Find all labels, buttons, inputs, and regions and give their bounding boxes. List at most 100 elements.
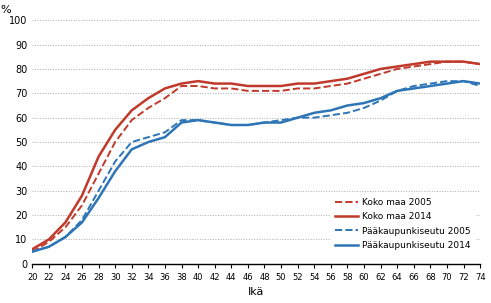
Pääkaupunkiseutu 2005 [444,79,450,83]
Pääkaupunkiseutu 2005 [162,131,168,134]
Koko maa 2014 [461,60,466,63]
Pääkaupunkiseutu 2014 [461,79,466,83]
Koko maa 2005 [112,140,118,144]
Pääkaupunkiseutu 2014 [427,84,433,88]
Pääkaupunkiseutu 2014 [378,96,383,100]
Koko maa 2014 [96,155,102,158]
Pääkaupunkiseutu 2014 [228,123,234,127]
Koko maa 2014 [62,221,68,224]
Pääkaupunkiseutu 2005 [228,123,234,127]
Pääkaupunkiseutu 2014 [79,221,85,224]
Koko maa 2014 [394,65,400,68]
Koko maa 2014 [311,82,317,85]
Koko maa 2014 [179,82,185,85]
Koko maa 2014 [228,82,234,85]
Pääkaupunkiseutu 2014 [411,87,417,90]
Koko maa 2005 [461,60,466,63]
Koko maa 2005 [278,89,284,93]
Pääkaupunkiseutu 2014 [162,135,168,139]
Koko maa 2005 [29,250,35,254]
Pääkaupunkiseutu 2005 [328,113,334,117]
Koko maa 2005 [162,96,168,100]
Pääkaupunkiseutu 2014 [245,123,251,127]
Pääkaupunkiseutu 2014 [311,111,317,115]
Koko maa 2014 [112,128,118,132]
Pääkaupunkiseutu 2005 [345,111,351,115]
Pääkaupunkiseutu 2005 [195,118,201,122]
Koko maa 2005 [378,72,383,76]
Koko maa 2005 [361,77,367,81]
Pääkaupunkiseutu 2014 [96,196,102,200]
Pääkaupunkiseutu 2014 [262,121,268,124]
Koko maa 2005 [179,84,185,88]
Koko maa 2005 [245,89,251,93]
Koko maa 2005 [79,204,85,207]
Pääkaupunkiseutu 2005 [112,160,118,163]
Koko maa 2014 [212,82,218,85]
Koko maa 2005 [46,240,52,244]
Koko maa 2014 [29,248,35,251]
Text: %: % [1,5,11,15]
Koko maa 2005 [212,87,218,90]
Koko maa 2005 [328,84,334,88]
Koko maa 2005 [129,118,135,122]
Pääkaupunkiseutu 2005 [46,245,52,249]
Koko maa 2005 [96,172,102,175]
Koko maa 2014 [427,60,433,63]
Pääkaupunkiseutu 2014 [477,82,483,85]
Pääkaupunkiseutu 2014 [212,121,218,124]
Pääkaupunkiseutu 2014 [145,140,151,144]
Koko maa 2005 [427,62,433,66]
Koko maa 2014 [444,60,450,63]
Pääkaupunkiseutu 2014 [195,118,201,122]
Koko maa 2005 [195,84,201,88]
Pääkaupunkiseutu 2005 [245,123,251,127]
Koko maa 2014 [295,82,300,85]
Koko maa 2014 [345,77,351,81]
Pääkaupunkiseutu 2014 [129,148,135,151]
Pääkaupunkiseutu 2005 [96,189,102,193]
Pääkaupunkiseutu 2005 [461,79,466,83]
Pääkaupunkiseutu 2005 [212,121,218,124]
Pääkaupunkiseutu 2014 [179,121,185,124]
Pääkaupunkiseutu 2005 [427,82,433,85]
Pääkaupunkiseutu 2014 [345,104,351,107]
Line: Koko maa 2014: Koko maa 2014 [32,62,480,249]
Pääkaupunkiseutu 2005 [145,135,151,139]
Pääkaupunkiseutu 2005 [262,121,268,124]
Koko maa 2014 [411,62,417,66]
Koko maa 2014 [378,67,383,71]
Pääkaupunkiseutu 2005 [129,140,135,144]
Koko maa 2005 [62,225,68,229]
Pääkaupunkiseutu 2014 [295,116,300,119]
Koko maa 2005 [295,87,300,90]
Line: Pääkaupunkiseutu 2014: Pääkaupunkiseutu 2014 [32,81,480,252]
Koko maa 2005 [345,82,351,85]
Koko maa 2014 [79,194,85,198]
Koko maa 2014 [195,79,201,83]
Pääkaupunkiseutu 2014 [29,250,35,254]
Koko maa 2014 [477,62,483,66]
Pääkaupunkiseutu 2005 [62,235,68,239]
Pääkaupunkiseutu 2005 [179,118,185,122]
Pääkaupunkiseutu 2005 [79,218,85,222]
Koko maa 2014 [328,79,334,83]
Koko maa 2014 [145,96,151,100]
Koko maa 2005 [444,60,450,63]
Koko maa 2014 [361,72,367,76]
Koko maa 2014 [46,238,52,241]
Pääkaupunkiseutu 2005 [29,250,35,254]
Koko maa 2014 [245,84,251,88]
Pääkaupunkiseutu 2014 [361,101,367,105]
Pääkaupunkiseutu 2014 [62,235,68,239]
Pääkaupunkiseutu 2014 [278,121,284,124]
Pääkaupunkiseutu 2014 [328,108,334,112]
Pääkaupunkiseutu 2014 [112,169,118,173]
Koko maa 2014 [162,87,168,90]
Legend: Koko maa 2005, Koko maa 2014, Pääkaupunkiseutu 2005, Pääkaupunkiseutu 2014: Koko maa 2005, Koko maa 2014, Pääkaupunk… [331,193,476,255]
Pääkaupunkiseutu 2014 [46,245,52,249]
Line: Pääkaupunkiseutu 2005: Pääkaupunkiseutu 2005 [32,81,480,252]
Koko maa 2005 [262,89,268,93]
Koko maa 2005 [228,87,234,90]
Koko maa 2014 [262,84,268,88]
